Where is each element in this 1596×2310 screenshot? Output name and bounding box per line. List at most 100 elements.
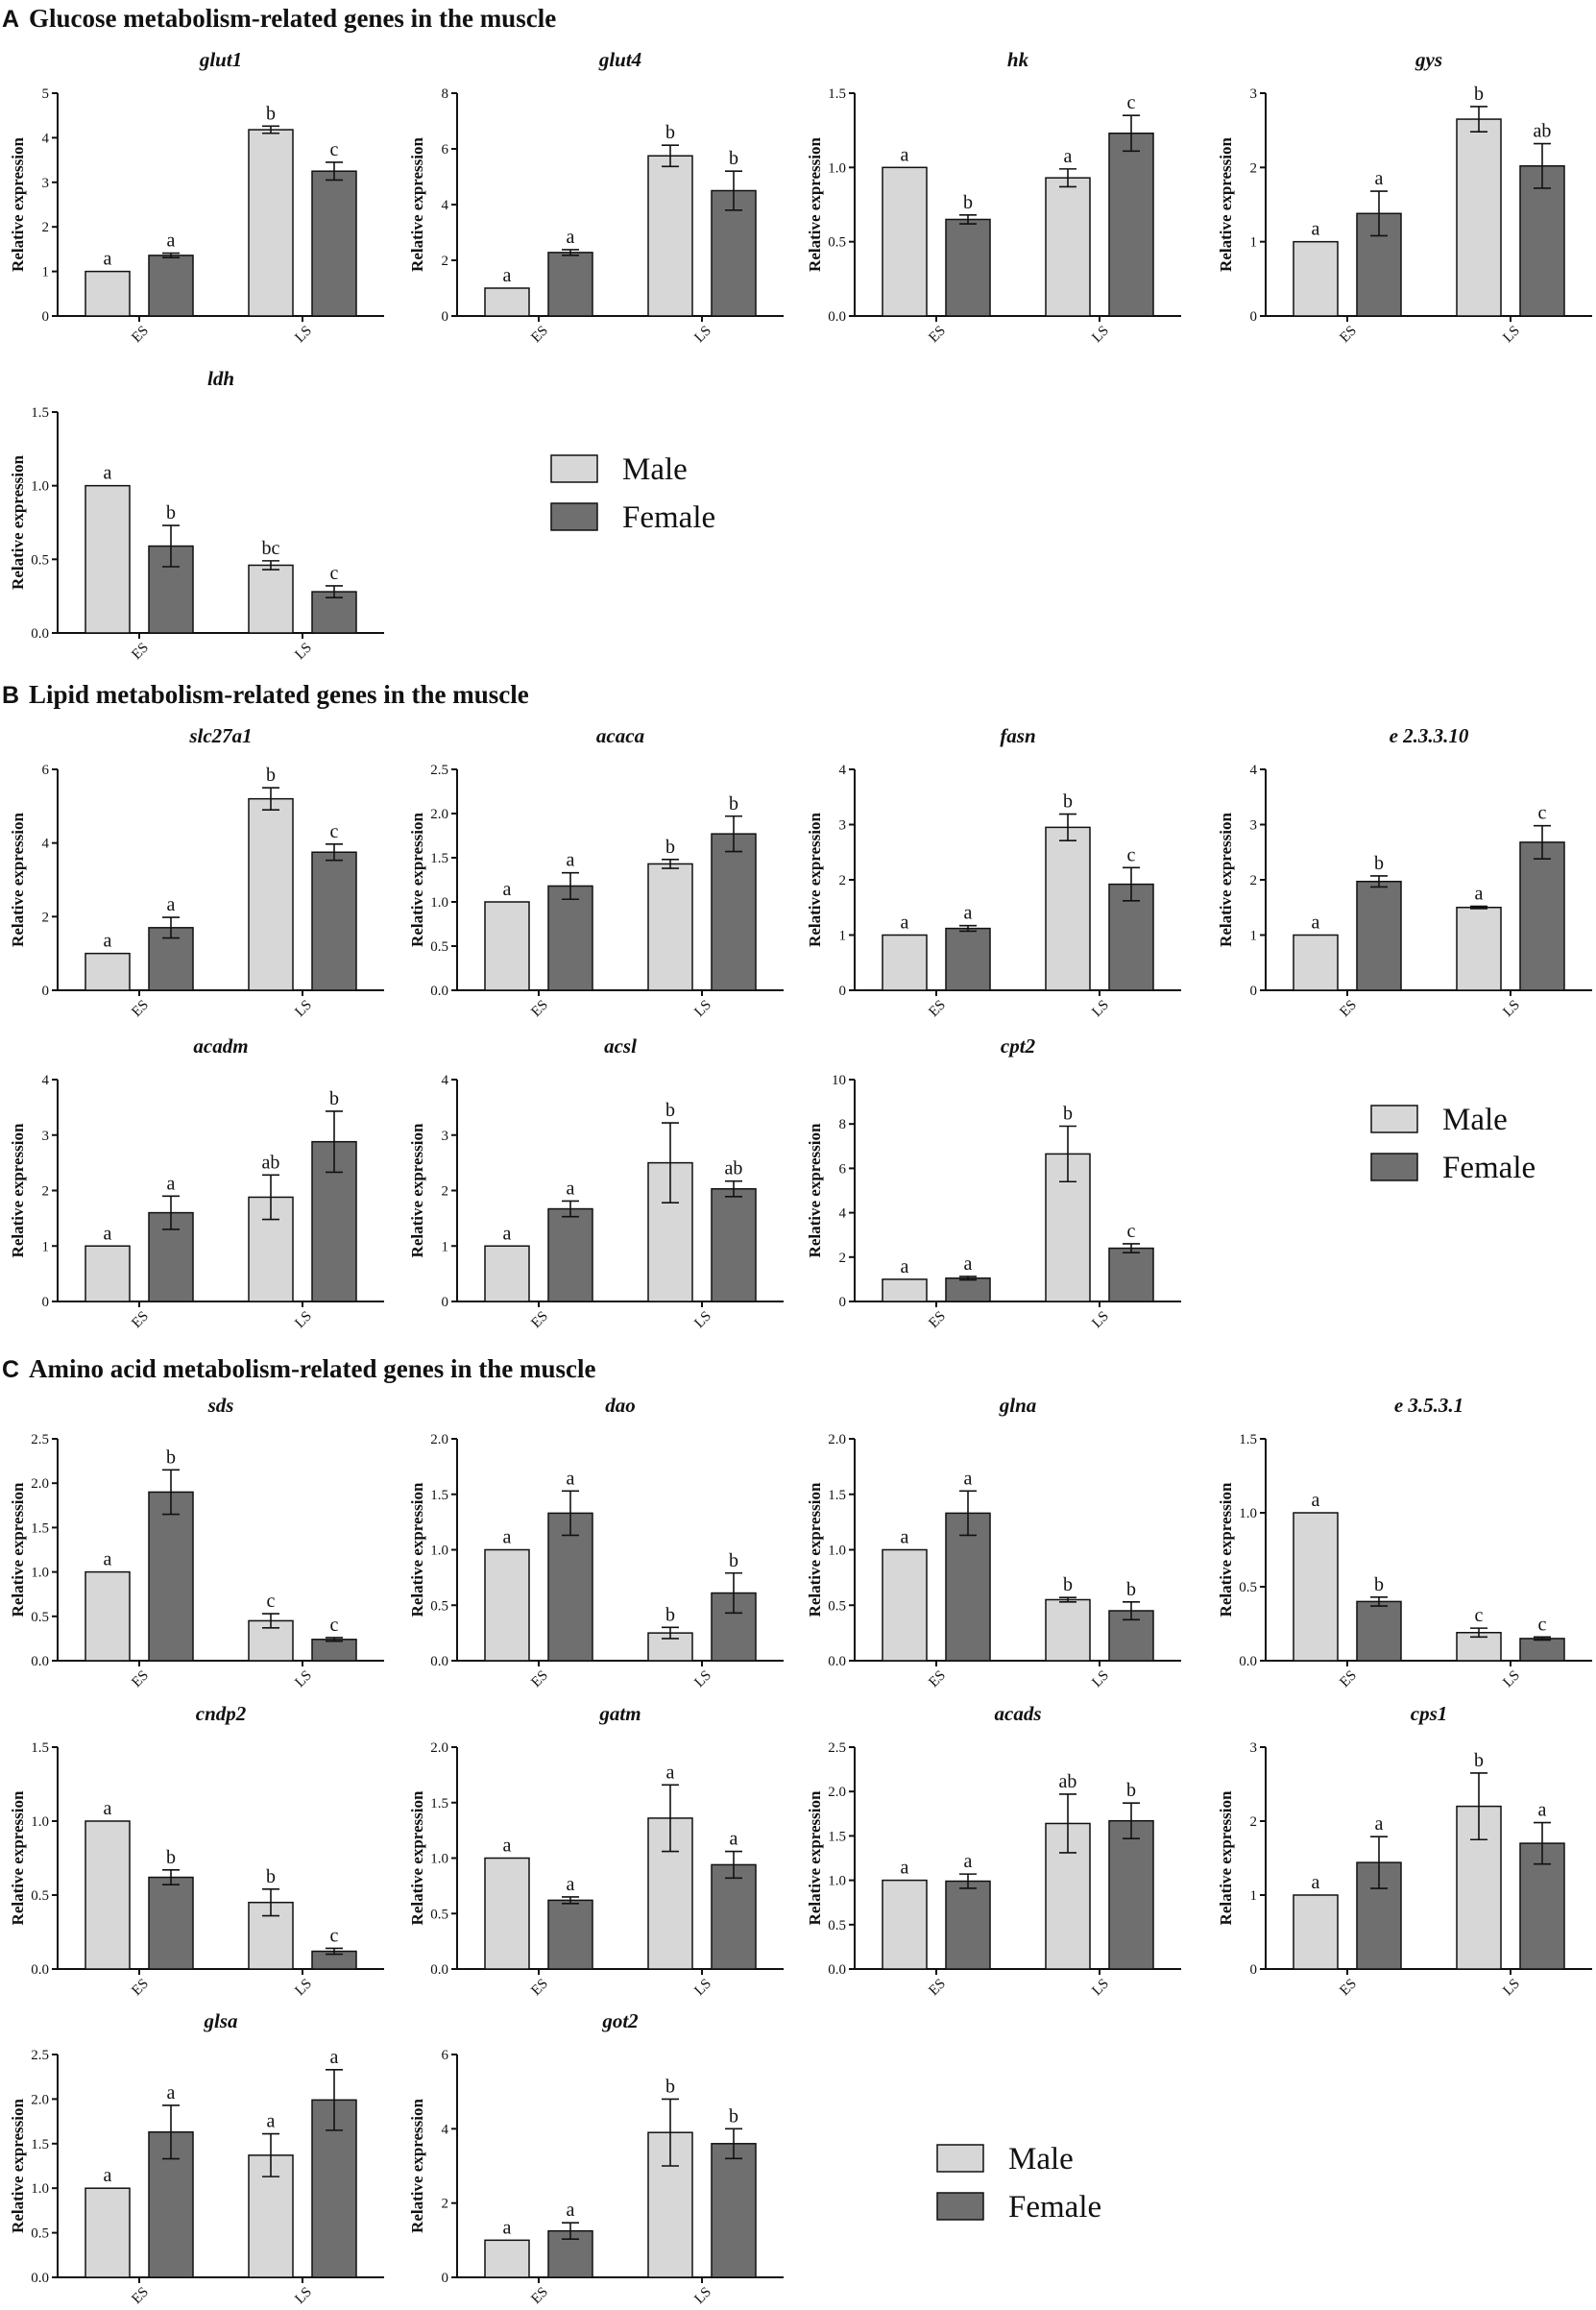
y-tick-label: 0.0 xyxy=(31,1654,49,1669)
bar-female-ls xyxy=(1109,1249,1153,1301)
bar-female-ls xyxy=(312,1640,356,1661)
x-tick-label: ES xyxy=(528,1308,551,1331)
significance-letter: c xyxy=(330,1615,339,1636)
chart-title: acadm xyxy=(193,1034,248,1058)
y-tick-label: 1.0 xyxy=(31,1814,49,1830)
bar-female-es xyxy=(1357,1601,1401,1661)
bar-male-ls xyxy=(249,799,293,990)
y-tick-label: 0 xyxy=(1250,309,1258,325)
section-b-title: Lipid metabolism-related genes in the mu… xyxy=(29,680,529,709)
y-tick-label: 2 xyxy=(1250,1814,1258,1830)
significance-letter: a xyxy=(901,1858,909,1879)
legend-a-male-swatch xyxy=(551,455,597,482)
y-tick-label: 1.0 xyxy=(31,1566,49,1581)
chart-cps1: cps1Relative expression0123ESaaLSba xyxy=(1217,1702,1592,1999)
significance-letter: b xyxy=(1474,1750,1484,1771)
significance-letter: c xyxy=(330,821,339,842)
legend-a-female-swatch xyxy=(551,503,597,530)
y-tick-label: 1.0 xyxy=(430,1544,448,1559)
y-tick-label: 0 xyxy=(42,984,50,999)
y-axis-label: Relative expression xyxy=(9,2098,27,2232)
x-tick-label: LS xyxy=(691,1308,714,1331)
legend-c-male-swatch xyxy=(937,2145,983,2172)
y-tick-label: 1.5 xyxy=(1239,1432,1257,1447)
y-axis-label: Relative expression xyxy=(408,1482,426,1617)
bar-male-es xyxy=(1294,1895,1338,1969)
y-axis-label: Relative expression xyxy=(408,1123,426,1257)
significance-letter: a xyxy=(1312,912,1320,934)
significance-letter: a xyxy=(503,1223,512,1244)
bar-female-ls xyxy=(1109,1821,1153,1969)
x-tick-label: LS xyxy=(1500,997,1523,1020)
chart-title: ldh xyxy=(207,367,234,390)
y-tick-label: 1.5 xyxy=(828,1829,846,1844)
chart-title: acads xyxy=(995,1702,1042,1725)
y-tick-label: 2 xyxy=(1250,873,1258,888)
y-tick-label: 1.0 xyxy=(1239,1506,1257,1521)
y-tick-label: 1.5 xyxy=(828,1488,846,1503)
y-tick-label: 4 xyxy=(42,131,50,146)
y-axis-label: Relative expression xyxy=(1217,812,1235,946)
y-tick-label: 10 xyxy=(832,1073,846,1088)
y-tick-label: 0.0 xyxy=(828,1654,846,1669)
significance-letter: c xyxy=(330,1925,339,1946)
significance-letter: b xyxy=(665,2076,675,2097)
y-tick-label: 0 xyxy=(442,309,449,325)
y-tick-label: 0.0 xyxy=(31,1962,49,1978)
chart-title: e 3.5.3.1 xyxy=(1394,1394,1463,1417)
y-tick-label: 4 xyxy=(442,1073,449,1088)
significance-letter: c xyxy=(1475,1605,1484,1626)
y-tick-label: 1.0 xyxy=(828,1874,846,1889)
bar-female-es xyxy=(548,1900,592,1969)
y-tick-label: 0.0 xyxy=(430,984,448,999)
y-tick-label: 1 xyxy=(1250,929,1258,944)
x-tick-label: LS xyxy=(292,2284,315,2307)
x-tick-label: ES xyxy=(1337,1667,1360,1690)
y-tick-label: 0 xyxy=(42,1295,50,1310)
y-tick-label: 1.5 xyxy=(430,851,448,866)
significance-letter: a xyxy=(167,894,176,915)
bar-female-ls xyxy=(712,834,756,990)
bar-male-es xyxy=(85,1572,130,1661)
x-tick-label: ES xyxy=(1337,1976,1360,1999)
x-tick-label: LS xyxy=(1500,323,1523,346)
bar-female-ls xyxy=(1520,1639,1564,1661)
y-axis-label: Relative expression xyxy=(806,1123,824,1257)
y-tick-label: 2 xyxy=(442,2197,449,2212)
y-tick-label: 6 xyxy=(839,1161,847,1177)
y-axis-label: Relative expression xyxy=(806,812,824,946)
y-tick-label: 0.0 xyxy=(1239,1654,1257,1669)
y-axis-label: Relative expression xyxy=(806,1482,824,1617)
y-tick-label: 4 xyxy=(42,837,50,852)
bar-female-es xyxy=(946,1882,990,1969)
significance-letter: a xyxy=(104,249,112,270)
section-b-header: B Lipid metabolism-related genes in the … xyxy=(2,680,529,709)
chart-slc27a1: slc27a1Relative expression0246ESaaLSbc xyxy=(9,724,384,1020)
legend-c: Male Female xyxy=(937,2142,1101,2225)
y-tick-label: 0 xyxy=(839,984,847,999)
y-tick-label: 3 xyxy=(442,1129,449,1144)
x-tick-label: ES xyxy=(129,997,152,1020)
significance-letter: b xyxy=(665,837,675,858)
y-tick-label: 1 xyxy=(442,1239,449,1254)
significance-letter: b xyxy=(729,1550,738,1571)
figure-canvas: A Glucose metabolism-related genes in th… xyxy=(0,0,1596,2310)
y-tick-label: 3 xyxy=(1250,86,1258,102)
x-tick-label: ES xyxy=(528,1976,551,1999)
significance-letter: b xyxy=(1126,1579,1136,1600)
y-tick-label: 1.0 xyxy=(430,1852,448,1867)
y-tick-label: 2 xyxy=(442,1184,449,1200)
bar-male-ls xyxy=(249,130,293,316)
significance-letter: a xyxy=(503,1527,512,1548)
bar-female-ls xyxy=(712,1864,756,1969)
figure-page: A Glucose metabolism-related genes in th… xyxy=(0,0,1596,2310)
chart-title: cndp2 xyxy=(196,1702,247,1725)
significance-letter: a xyxy=(567,1874,575,1895)
significance-letter: a xyxy=(1475,884,1484,905)
y-tick-label: 1.5 xyxy=(31,405,49,421)
significance-letter: c xyxy=(330,563,339,584)
significance-letter: bc xyxy=(262,538,280,559)
bar-male-ls xyxy=(1046,1599,1090,1661)
y-tick-label: 0 xyxy=(42,309,50,325)
y-tick-label: 1 xyxy=(42,1239,50,1254)
